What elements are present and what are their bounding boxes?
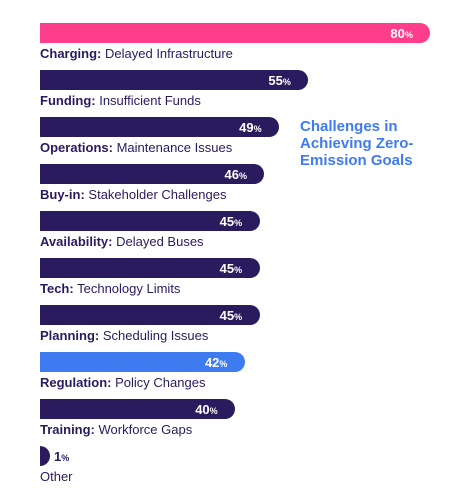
bar-value-label: 49% xyxy=(239,120,261,135)
bar xyxy=(40,164,265,184)
category-label: Operations: Maintenance Issues xyxy=(40,140,232,155)
category-detail: Technology Limits xyxy=(77,281,181,296)
category-name: Operations: xyxy=(40,140,113,155)
chart-title: Challenges in Achieving Zero-Emission Go… xyxy=(300,118,414,169)
category-detail: Stakeholder Challenges xyxy=(88,187,227,202)
bar-value-suffix: % xyxy=(219,359,228,369)
category-name: Regulation: xyxy=(40,375,112,390)
bar-value-suffix: % xyxy=(282,77,291,87)
category-detail: Delayed Infrastructure xyxy=(105,46,233,61)
bar-value-suffix: % xyxy=(404,30,413,40)
bar-value-label: 45% xyxy=(220,214,242,229)
category-detail: Other xyxy=(40,469,73,484)
category-detail: Delayed Buses xyxy=(116,234,204,249)
bar-value-label: 80% xyxy=(390,26,412,41)
category-name: Funding: xyxy=(40,93,96,108)
category-label: Availability: Delayed Buses xyxy=(40,234,204,249)
bar-value-suffix: % xyxy=(61,453,70,463)
bar xyxy=(40,23,431,43)
category-label: Funding: Insufficient Funds xyxy=(40,93,201,108)
bar xyxy=(40,446,50,466)
bar-value-suffix: % xyxy=(209,406,218,416)
category-detail: Policy Changes xyxy=(115,375,206,390)
bar xyxy=(40,399,236,419)
bar-value-number: 40 xyxy=(195,402,210,417)
bar-value-number: 80 xyxy=(390,26,405,41)
category-detail: Workforce Gaps xyxy=(98,422,193,437)
bar-value-number: 45 xyxy=(219,261,235,276)
bar-value-suffix: % xyxy=(234,265,243,275)
bar-value-number: 1 xyxy=(54,449,62,464)
bar-value-label: 45% xyxy=(220,308,242,323)
category-name: Training: xyxy=(40,422,95,437)
bar-value-number: 49 xyxy=(239,120,254,135)
category-label: Buy-in: Stakeholder Challenges xyxy=(40,187,226,202)
bar-value-label: 45% xyxy=(220,261,242,276)
category-label: Training: Workforce Gaps xyxy=(40,422,192,437)
bar-value-label: 55% xyxy=(268,73,290,88)
bar-value-label: 42% xyxy=(205,355,227,370)
bar-value-label: 46% xyxy=(224,167,246,182)
bar-value-number: 46 xyxy=(224,167,239,182)
category-name: Buy-in: xyxy=(40,187,85,202)
bar-value-number: 55 xyxy=(268,73,283,88)
bar-value-suffix: % xyxy=(253,124,262,134)
category-name: Planning: xyxy=(40,328,100,343)
category-label: Tech: Technology Limits xyxy=(40,281,180,296)
category-label: Planning: Scheduling Issues xyxy=(40,328,208,343)
bar-value-number: 45 xyxy=(219,214,235,229)
bar-value-suffix: % xyxy=(238,171,247,181)
bar xyxy=(40,211,260,231)
category-name: Charging: xyxy=(40,46,102,61)
category-name: Tech: xyxy=(40,281,74,296)
category-label: Charging: Delayed Infrastructure xyxy=(40,46,233,61)
bar xyxy=(40,70,309,90)
category-label: Regulation: Policy Changes xyxy=(40,375,205,390)
category-detail: Insufficient Funds xyxy=(99,93,201,108)
bar-value-suffix: % xyxy=(234,312,243,322)
bar-value-number: 45 xyxy=(219,308,235,323)
category-detail: Maintenance Issues xyxy=(116,140,233,155)
category-label: Other xyxy=(40,469,73,484)
bar-value-number: 42 xyxy=(204,355,220,370)
bar-value-label: 1% xyxy=(54,449,69,464)
bar xyxy=(40,305,260,325)
bar-value-label: 40% xyxy=(195,402,217,417)
bar xyxy=(40,117,280,137)
bar xyxy=(40,258,260,278)
category-detail: Scheduling Issues xyxy=(102,328,209,343)
bar xyxy=(40,352,245,372)
bar-value-suffix: % xyxy=(234,218,243,228)
category-name: Availability: xyxy=(40,234,113,249)
